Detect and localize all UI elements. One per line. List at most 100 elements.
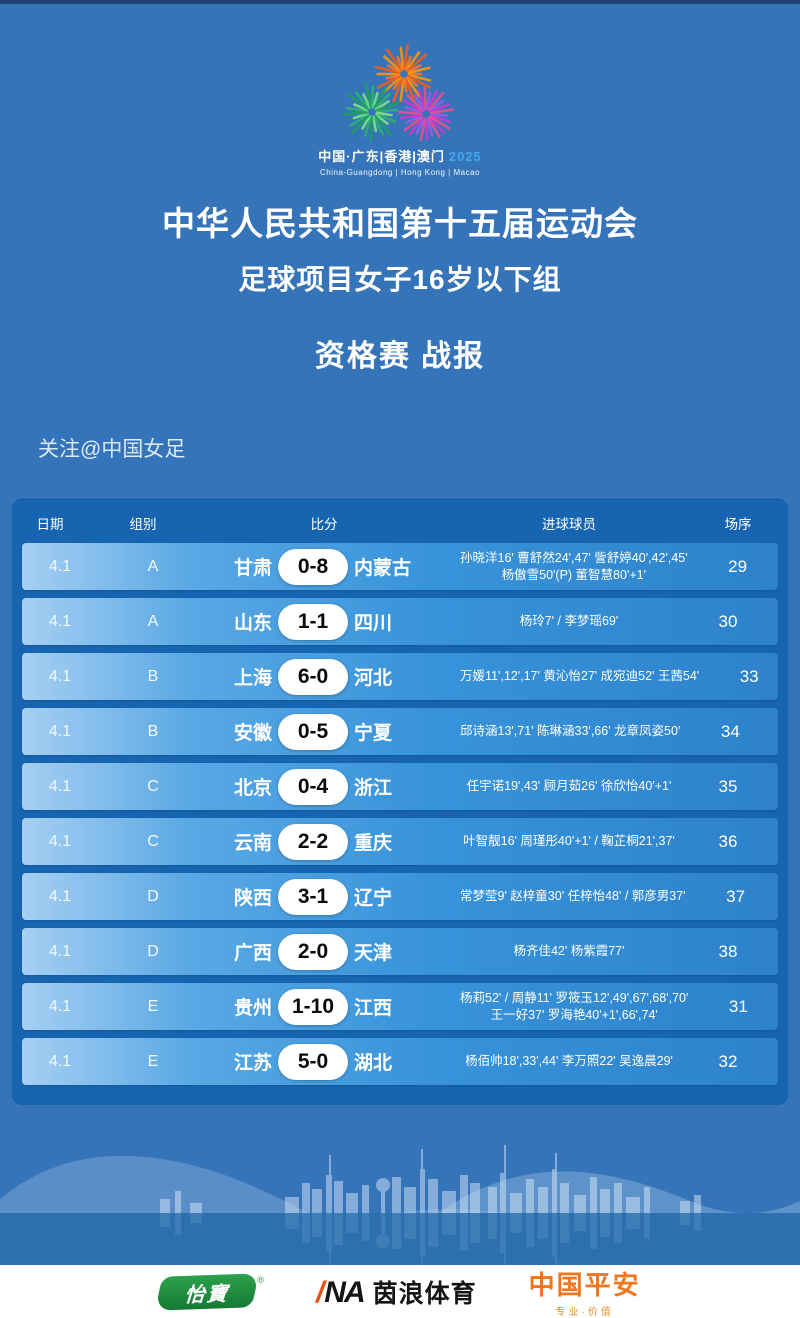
goal-scorers: 孙晓洋16' 曹舒然24',47' 訾舒婷40',42',45' 杨傲雪50'(… (460, 551, 688, 582)
match-order: 37 (726, 886, 746, 906)
follow-handle: 关注@中国女足 (38, 438, 186, 461)
match-date: 4.1 (48, 722, 72, 740)
away-team: 四川 (354, 613, 393, 634)
score-pill: 1-1 (278, 603, 348, 640)
match-group: B (147, 722, 159, 740)
home-team: 云南 (233, 833, 272, 854)
away-team: 浙江 (354, 778, 393, 799)
away-team: 宁夏 (354, 723, 393, 744)
results-table: 日期 组别 比分 进球球员 场序 4.1 A 甘肃 0-8 内蒙古 孙晓洋16'… (12, 497, 788, 1105)
column-header-order: 场序 (724, 517, 752, 532)
goal-scorers: 杨莉52' / 周静11' 罗筱玉12',49',67',68',70' 王一好… (460, 991, 689, 1022)
match-date: 4.1 (48, 1052, 72, 1070)
match-order: 32 (718, 1051, 738, 1071)
score-pill: 0-5 (278, 713, 348, 750)
score-pill: 0-8 (278, 548, 348, 585)
pingan-wordmark: 中国平安 (528, 1270, 641, 1300)
goal-scorers: 邱诗涵13',71' 陈琳涵33',66' 龙章凤姿50' (460, 724, 681, 739)
cestbon-logo: 怡寶 ® (155, 1272, 264, 1311)
home-team: 陕西 (233, 888, 272, 909)
match-order: 35 (718, 776, 738, 796)
score-pill: 2-2 (278, 823, 348, 860)
report-title: 资格赛 战报 (314, 340, 486, 373)
home-team: 甘肃 (233, 558, 272, 579)
goal-scorers: 常梦莹9' 赵梓童30' 任梓怡48' / 郭彦男37' (460, 889, 686, 904)
footer-scene (0, 1105, 800, 1265)
match-score-cluster: 北京 0-4 浙江 (208, 768, 460, 805)
score-pill: 5-0 (278, 1043, 348, 1080)
match-order: 29 (728, 556, 748, 576)
match-group: D (147, 887, 159, 905)
page-title: 中华人民共和国第十五届运动会 (162, 205, 638, 242)
match-score-cluster: 上海 6-0 河北 (208, 658, 460, 695)
score-pill: 6-0 (278, 658, 348, 695)
match-date: 4.1 (48, 612, 72, 630)
goal-scorers: 杨玲7' / 李梦瑶69' (519, 614, 619, 629)
match-date: 4.1 (48, 667, 72, 685)
ina-sports-logo: / NA 茵浪体育 (316, 1274, 477, 1310)
goal-scorers: 任宇诺19',43' 顾月茹26' 徐欣怡40'+1' (466, 779, 672, 794)
home-team: 安徽 (233, 723, 272, 744)
goal-scorers: 万媛11',12',17' 黄沁怡27' 成宛迪52' 王茜54' (460, 669, 700, 684)
home-team: 上海 (233, 668, 272, 689)
pingan-logo: 中国平安 专业·价值 (529, 1265, 641, 1318)
cestbon-flag-icon: 怡寶 (155, 1272, 260, 1311)
match-group: D (147, 942, 159, 960)
home-team: 贵州 (233, 998, 272, 1019)
host-cities-english: China-Guangdong | Hong Kong | Macao (320, 168, 480, 177)
fireworks-logo-icon (342, 44, 454, 143)
away-team: 天津 (354, 943, 393, 964)
column-header-date: 日期 (36, 517, 64, 532)
match-score-cluster: 陕西 3-1 辽宁 (208, 878, 460, 915)
away-team: 重庆 (354, 833, 393, 854)
table-row: 4.1 C 云南 2-2 重庆 叶智靓16' 周瑾彤40'+1' / 鞠芷桐21… (22, 818, 778, 865)
match-order: 33 (739, 666, 759, 686)
match-date: 4.1 (48, 557, 72, 575)
column-header-scorers: 进球球员 (542, 517, 596, 532)
home-team: 广西 (233, 943, 272, 964)
match-score-cluster: 江苏 5-0 湖北 (208, 1043, 460, 1080)
goal-scorers: 杨齐佳42' 杨紫霞77' (513, 944, 625, 959)
match-group: C (147, 832, 159, 850)
ina-chinese-wordmark: 茵浪体育 (372, 1279, 477, 1308)
match-score-cluster: 广西 2-0 天津 (208, 933, 460, 970)
goal-scorers: 杨佰帅18',33',44' 李万照22' 吴逸晨29' (465, 1054, 673, 1069)
sponsor-bar: 怡寶 ® / NA 茵浪体育 中国平安 专业·价值 (0, 1265, 800, 1318)
match-date: 4.1 (48, 942, 72, 960)
match-date: 4.1 (48, 997, 72, 1015)
host-cities-label: 中国·广东|香港|澳门 (318, 149, 445, 164)
ina-slash-icon: / (315, 1275, 325, 1309)
match-date: 4.1 (48, 887, 72, 905)
column-header-group: 组别 (129, 517, 157, 532)
away-team: 辽宁 (354, 888, 393, 909)
match-date: 4.1 (48, 777, 72, 795)
games-host-cities: 中国·广东|香港|澳门 2025 (318, 146, 482, 165)
match-score-cluster: 贵州 1-10 江西 (208, 988, 460, 1025)
match-score-cluster: 甘肃 0-8 内蒙古 (208, 548, 460, 585)
pingan-slogan: 专业·价值 (555, 1307, 614, 1318)
poster: 中国·广东|香港|澳门 2025 China-Guangdong | Hong K… (0, 4, 800, 1318)
home-team: 山东 (233, 613, 272, 634)
top-accent-strip (0, 0, 800, 4)
match-order: 30 (718, 611, 738, 631)
match-score-cluster: 安徽 0-5 宁夏 (208, 713, 460, 750)
event-subtitle: 足球项目女子16岁以下组 (238, 264, 562, 295)
table-row: 4.1 C 北京 0-4 浙江 任宇诺19',43' 顾月茹26' 徐欣怡40'… (22, 763, 778, 810)
score-pill: 2-0 (278, 933, 348, 970)
away-team: 河北 (354, 668, 393, 689)
home-team: 江苏 (233, 1053, 272, 1074)
match-order: 36 (718, 831, 738, 851)
table-row: 4.1 B 安徽 0-5 宁夏 邱诗涵13',71' 陈琳涵33',66' 龙章… (22, 708, 778, 755)
table-row: 4.1 A 甘肃 0-8 内蒙古 孙晓洋16' 曹舒然24',47' 訾舒婷40… (22, 543, 778, 590)
away-team: 江西 (354, 998, 393, 1019)
match-date: 4.1 (48, 832, 72, 850)
match-order: 38 (718, 941, 738, 961)
match-score-cluster: 山东 1-1 四川 (208, 603, 460, 640)
games-logo-block: 中国·广东|香港|澳门 2025 China-Guangdong | Hong K… (0, 4, 800, 177)
match-group: A (147, 557, 159, 575)
goal-scorers: 叶智靓16' 周瑾彤40'+1' / 鞠芷桐21',37' (463, 834, 675, 849)
match-group: B (147, 667, 159, 685)
away-team: 湖北 (354, 1053, 393, 1074)
games-year: 2025 (448, 149, 482, 164)
table-row: 4.1 E 江苏 5-0 湖北 杨佰帅18',33',44' 李万照22' 吴逸… (22, 1038, 778, 1085)
